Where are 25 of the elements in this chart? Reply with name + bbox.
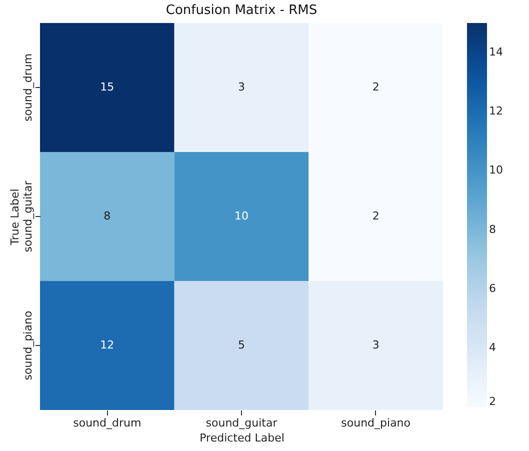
color-bar-label: 8 [489, 222, 496, 236]
color-bar-label: 14 [489, 46, 503, 59]
data-label: 12 [100, 338, 114, 352]
color-bar-label: 10 [489, 164, 503, 177]
y-tick-label: sound_drum [22, 53, 34, 122]
data-label: 5 [238, 338, 245, 352]
x-tick-label: sound_drum [73, 416, 142, 430]
color-bar-label: 6 [489, 282, 496, 295]
data-label: 15 [100, 80, 114, 94]
y-axis-title: True Label [8, 188, 22, 246]
y-tick-label: sound_piano [22, 310, 34, 380]
data-label: 3 [372, 338, 380, 352]
color-bar-label: 2 [489, 395, 496, 408]
data-label: 2 [372, 80, 380, 94]
data-label: 8 [104, 210, 111, 222]
data-label: 2 [372, 210, 380, 222]
y-tick-label: sound_guitar [22, 180, 34, 252]
x-axis-title: Predicted Label [200, 432, 284, 444]
data-label: 10 [234, 210, 248, 222]
color-bar-label: 12 [489, 104, 503, 118]
chart-title: Confusion Matrix - RMS [166, 3, 318, 18]
x-tick-label: sound_piano [341, 416, 411, 430]
x-tick-label: sound_guitar [206, 416, 278, 430]
data-label: 3 [238, 80, 245, 94]
color-bar-label: 4 [489, 340, 496, 354]
